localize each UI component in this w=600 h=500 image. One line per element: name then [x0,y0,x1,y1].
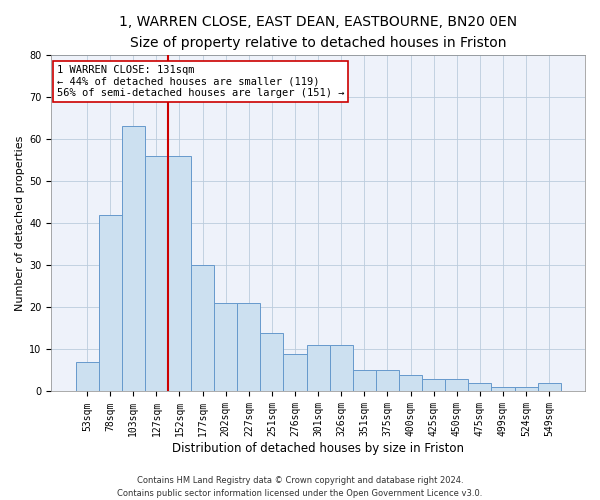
Bar [399,374,422,392]
Bar [214,303,237,392]
Y-axis label: Number of detached properties: Number of detached properties [15,136,25,311]
Bar [237,303,260,392]
Bar [329,345,353,392]
Bar [307,345,329,392]
Bar [376,370,399,392]
Bar [469,383,491,392]
Bar [260,332,283,392]
Bar [515,388,538,392]
Bar [283,354,307,392]
Bar [76,362,98,392]
Bar [422,379,445,392]
Title: 1, WARREN CLOSE, EAST DEAN, EASTBOURNE, BN20 0EN
Size of property relative to de: 1, WARREN CLOSE, EAST DEAN, EASTBOURNE, … [119,15,517,50]
Text: Contains HM Land Registry data © Crown copyright and database right 2024.
Contai: Contains HM Land Registry data © Crown c… [118,476,482,498]
Bar [353,370,376,392]
Bar [98,215,122,392]
Bar [491,388,515,392]
Bar [445,379,469,392]
Bar [168,156,191,392]
Bar [145,156,168,392]
X-axis label: Distribution of detached houses by size in Friston: Distribution of detached houses by size … [172,442,464,455]
Bar [122,126,145,392]
Bar [538,383,561,392]
Text: 1 WARREN CLOSE: 131sqm
← 44% of detached houses are smaller (119)
56% of semi-de: 1 WARREN CLOSE: 131sqm ← 44% of detached… [56,65,344,98]
Bar [191,266,214,392]
